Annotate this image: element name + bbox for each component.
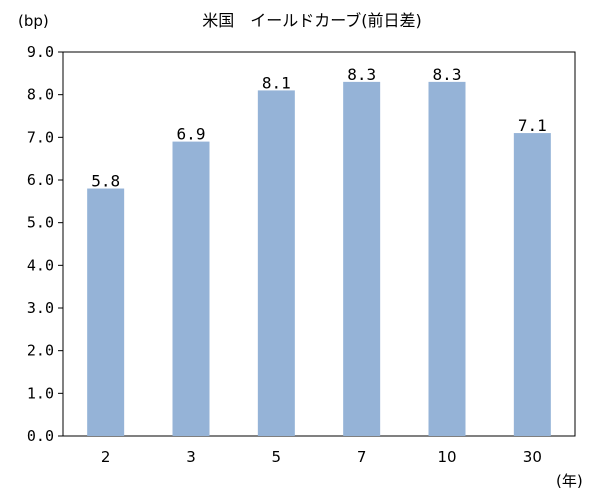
bar [172, 141, 210, 436]
data-label: 6.9 [177, 125, 206, 144]
x-tick-label: 5 [272, 448, 282, 466]
y-tick-label: 0.0 [27, 427, 54, 445]
bars: 5.8 6.9 8.1 8.3 8.3 7.1 [87, 65, 551, 437]
chart-title: 米国 イールドカーブ(前日差) [202, 11, 422, 30]
y-tick-label: 2.0 [27, 342, 54, 360]
data-label: 7.1 [518, 116, 547, 135]
x-axis-unit-label: (年) [556, 472, 583, 490]
y-tick-label: 7.0 [27, 128, 54, 146]
y-tick-label: 4.0 [27, 256, 54, 274]
y-axis-unit-label: (bp) [18, 12, 49, 30]
y-tick-label: 9.0 [27, 43, 54, 61]
data-label: 8.3 [433, 65, 462, 84]
x-axis: 2 3 5 7 10 30 [101, 448, 542, 466]
data-label: 5.8 [91, 172, 120, 191]
bar [257, 90, 295, 437]
data-label: 8.3 [347, 65, 376, 84]
bar [343, 81, 381, 436]
data-label: 8.1 [262, 73, 291, 92]
plot-area [62, 51, 576, 437]
x-tick-label: 7 [357, 448, 367, 466]
y-tick-label: 5.0 [27, 214, 54, 232]
y-tick-label: 3.0 [27, 299, 54, 317]
x-tick-label: 10 [437, 448, 456, 466]
y-tick-label: 1.0 [27, 384, 54, 402]
y-tick-label: 6.0 [27, 171, 54, 189]
x-tick-label: 3 [186, 448, 196, 466]
bar [513, 133, 551, 437]
y-axis: 0.0 1.0 2.0 3.0 4.0 5.0 6.0 7.0 8.0 9.0 [27, 43, 63, 445]
bar [87, 188, 125, 436]
y-tick-label: 8.0 [27, 86, 54, 104]
x-tick-label: 30 [523, 448, 542, 466]
x-tick-label: 2 [101, 448, 111, 466]
bar [428, 81, 466, 436]
